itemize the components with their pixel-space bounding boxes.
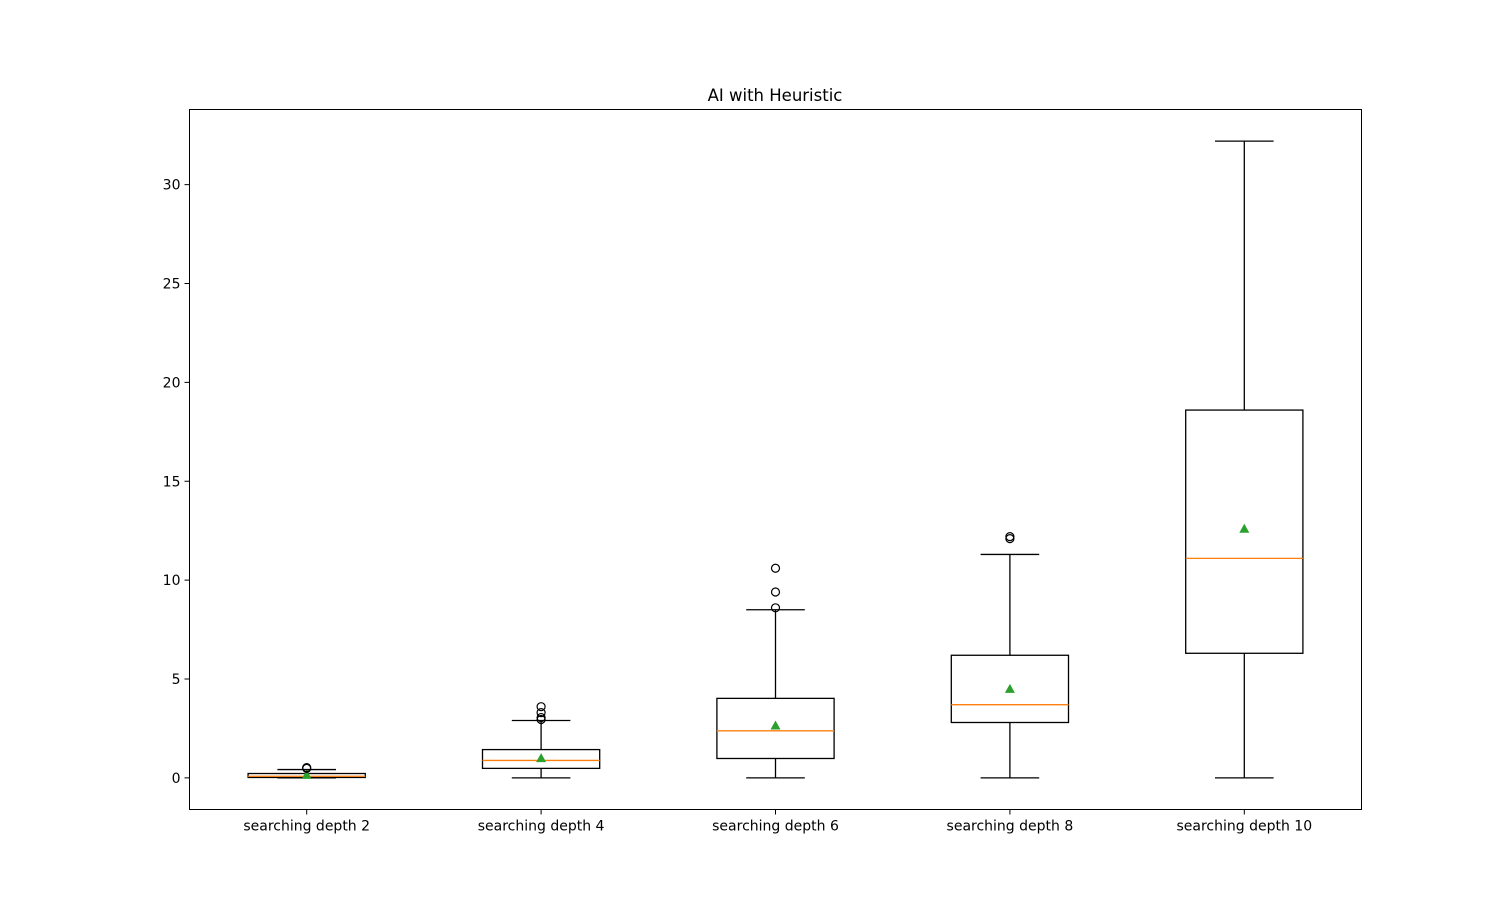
box-4 [1185, 409, 1304, 654]
box-group-3 [950, 532, 1070, 779]
y-tick-label-20: 20 [163, 375, 181, 391]
chart-title: AI with Heuristic [708, 86, 843, 105]
outlier-1-3 [536, 702, 546, 712]
outlier-2-1 [770, 587, 781, 597]
outlier-1-1 [536, 712, 546, 723]
box-group-2 [716, 563, 835, 779]
outlier-2-2 [770, 563, 781, 573]
box-group-0 [247, 762, 366, 779]
x-tick-label-4: searching depth 10 [1176, 819, 1312, 835]
y-tick-label-15: 15 [163, 474, 181, 490]
outlier-1-2 [536, 708, 546, 718]
plot-area [247, 140, 1304, 779]
y-tick-label-5: 5 [172, 672, 181, 688]
x-tick-label-1: searching depth 4 [478, 819, 605, 835]
y-tick-label-0: 0 [172, 771, 181, 787]
mean-marker-0 [301, 769, 312, 779]
box-2 [716, 697, 835, 760]
x-axis: searching depth 2 searching depth 4 search… [243, 809, 1312, 835]
y-tick-label-30: 30 [163, 178, 181, 194]
outlier-0-1 [302, 762, 312, 773]
x-tick-label-0: searching depth 2 [243, 819, 370, 835]
x-tick-label-3: searching depth 8 [947, 819, 1074, 835]
x-tick-label-2: searching depth 6 [712, 819, 839, 835]
outlier-3-1 [1005, 532, 1015, 542]
mean-marker-1 [536, 753, 547, 763]
y-tick-label-25: 25 [163, 277, 181, 293]
box-group-4 [1185, 140, 1304, 779]
box-1 [481, 748, 601, 770]
axes-frame [189, 109, 1362, 810]
y-axis: 0 5 10 15 20 25 30 [163, 178, 190, 787]
mean-marker-4 [1239, 523, 1250, 533]
y-tick-label-10: 10 [163, 573, 181, 589]
outlier-2-0 [770, 603, 781, 613]
box-group-1 [481, 702, 601, 779]
box-3 [950, 654, 1070, 724]
mean-marker-3 [1004, 683, 1015, 693]
mean-marker-2 [770, 720, 781, 730]
